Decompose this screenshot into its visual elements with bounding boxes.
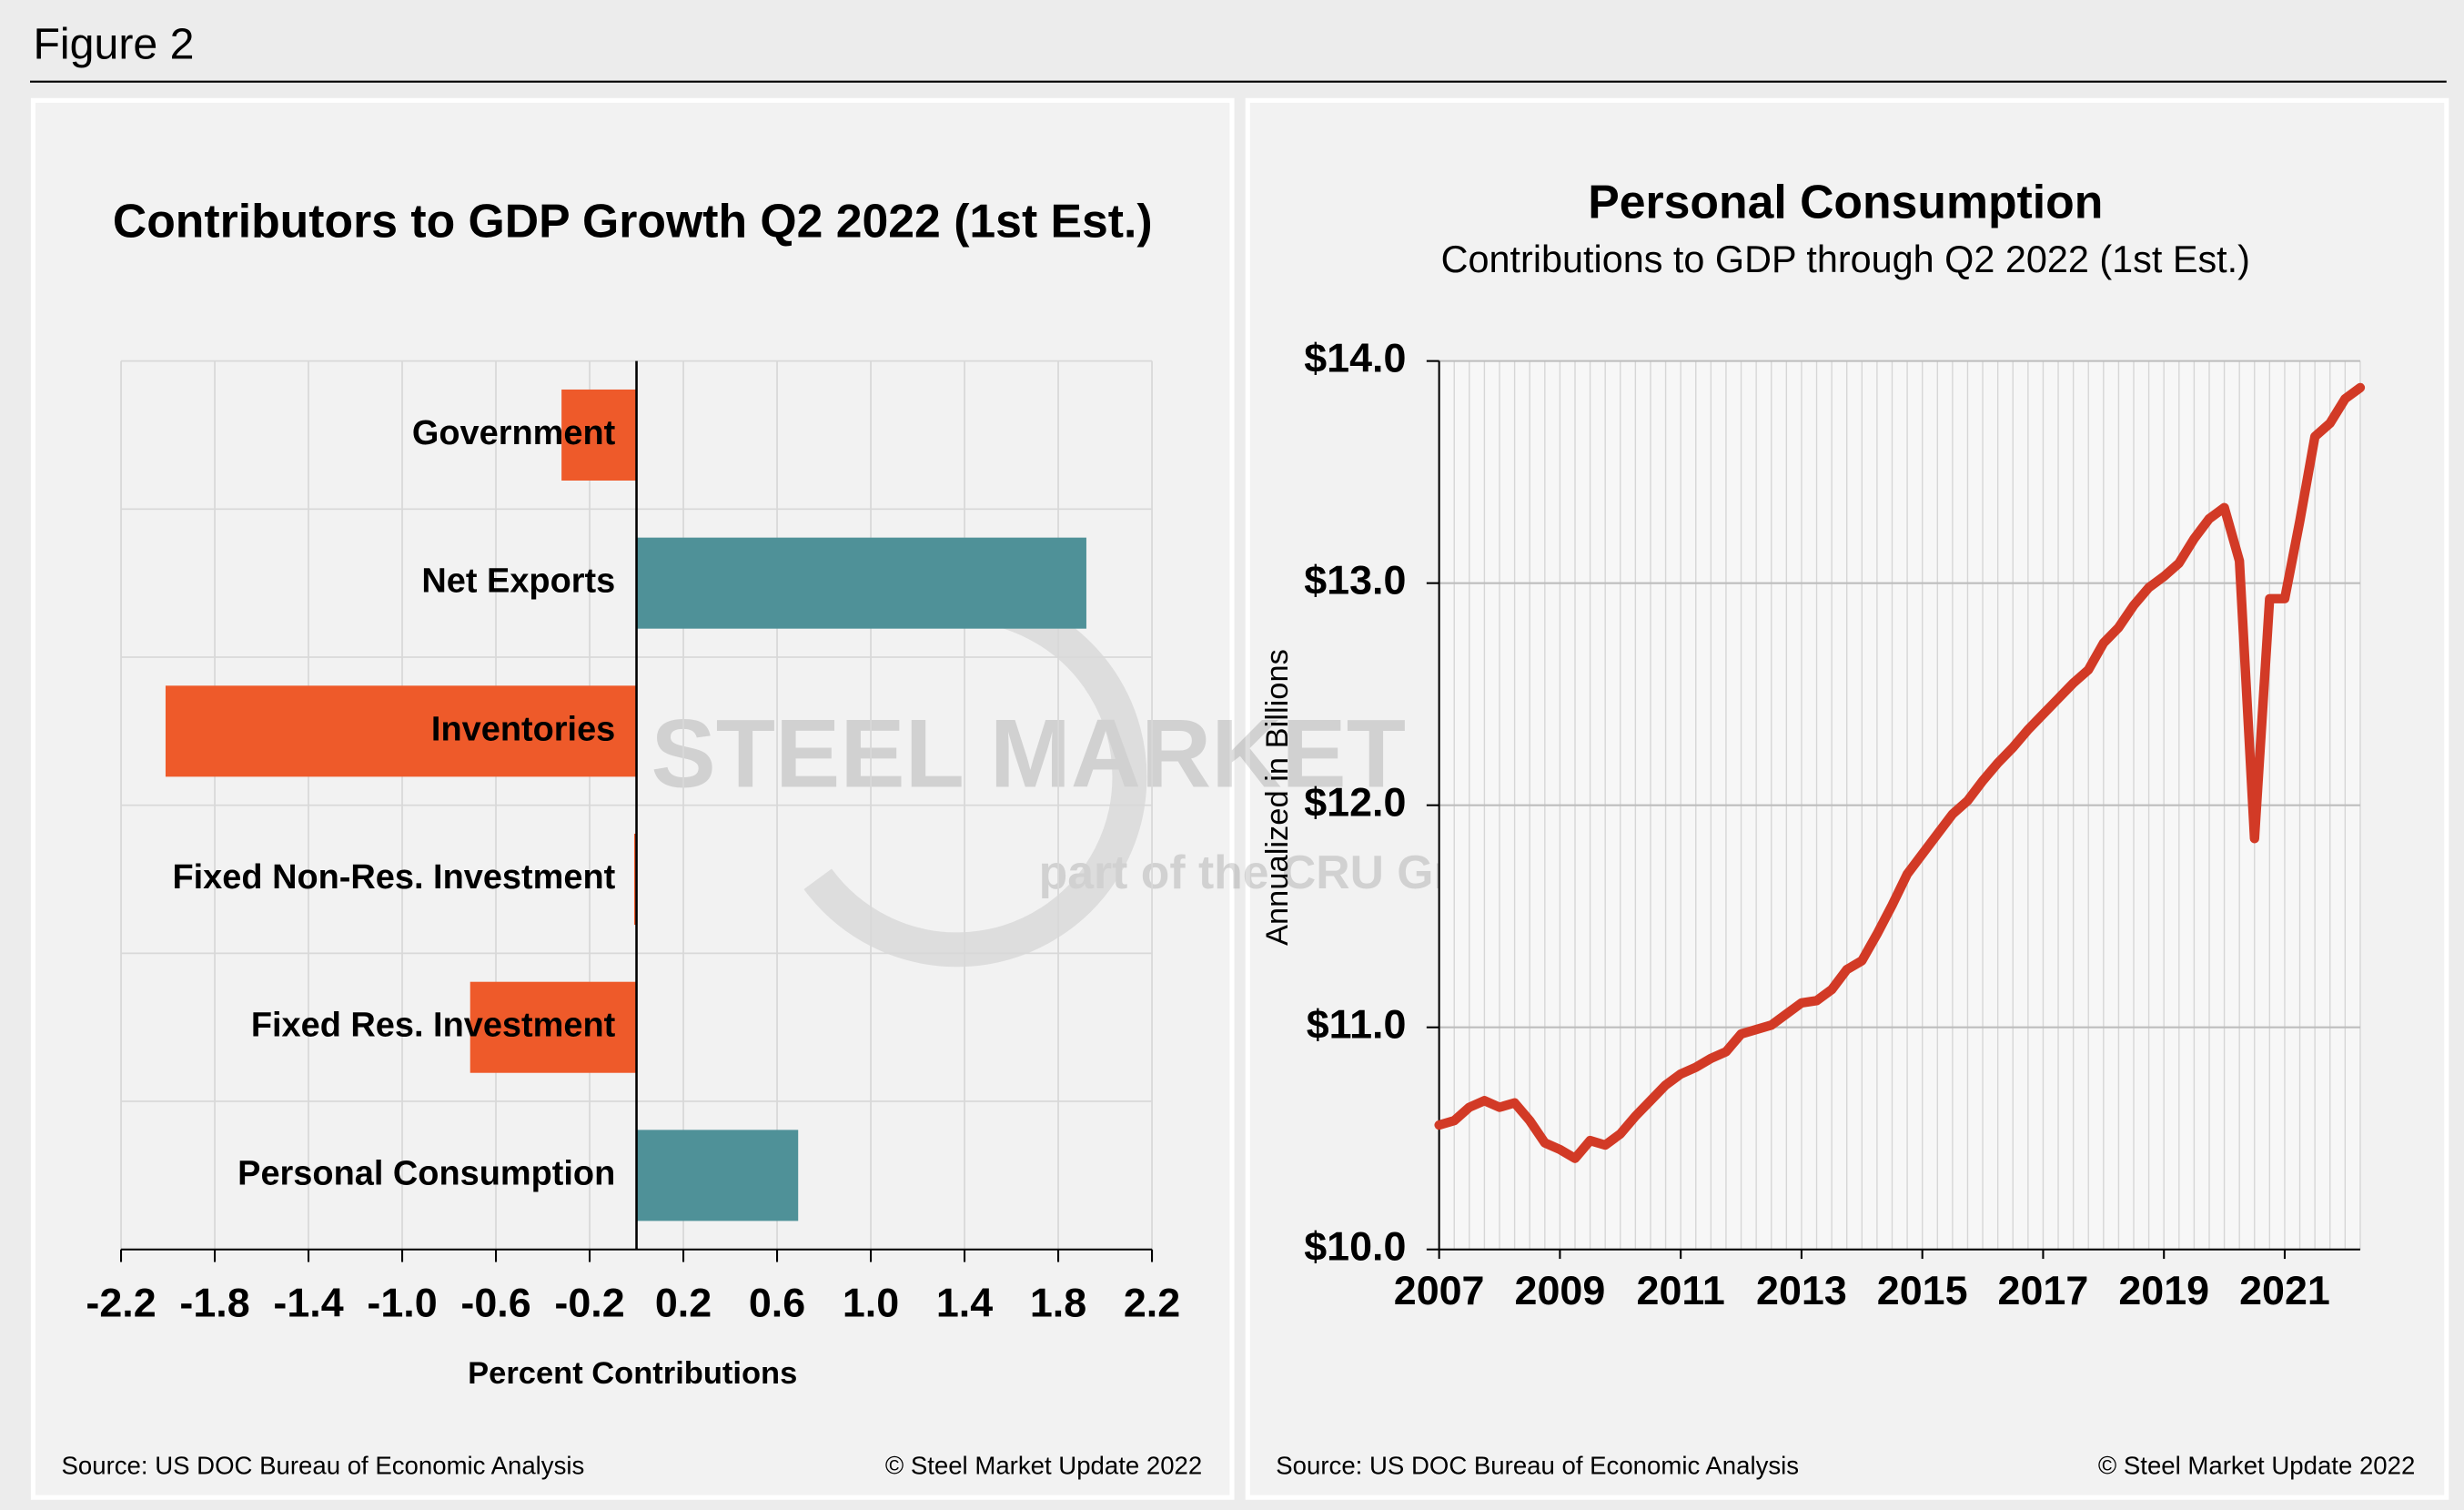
chart-title: Personal Consumption bbox=[1588, 176, 2103, 228]
source: Source: US DOC Bureau of Economic Analys… bbox=[1276, 1452, 1799, 1480]
category-label: Net Exports bbox=[421, 562, 615, 601]
line-series bbox=[1434, 382, 2366, 1163]
y-tick-label: $10.0 bbox=[1304, 1223, 1406, 1270]
bar bbox=[636, 537, 1086, 629]
category-label: Inventories bbox=[431, 710, 615, 748]
x-tick-label: 2011 bbox=[1637, 1267, 1725, 1313]
x-axis-label: Percent Contributions bbox=[468, 1356, 797, 1391]
chart-title: Contributors to GDP Growth Q2 2022 (1st … bbox=[113, 194, 1153, 247]
x-tick-label: 2017 bbox=[1998, 1267, 2089, 1313]
copyright: © Steel Market Update 2022 bbox=[2098, 1452, 2415, 1480]
category-label: Fixed Non-Res. Investment bbox=[172, 858, 615, 897]
x-tick-label: -0.6 bbox=[460, 1280, 530, 1326]
x-tick-label: 2015 bbox=[1877, 1267, 1968, 1313]
x-tick-label: -1.0 bbox=[367, 1280, 437, 1326]
copyright: © Steel Market Update 2022 bbox=[885, 1452, 1202, 1480]
x-tick-label: 1.8 bbox=[1030, 1280, 1086, 1326]
category-label: Fixed Res. Investment bbox=[251, 1007, 616, 1045]
x-tick-label: -1.4 bbox=[273, 1280, 343, 1326]
y-tick-label: $11.0 bbox=[1307, 1001, 1407, 1048]
category-label: Personal Consumption bbox=[237, 1154, 615, 1192]
x-tick-label: 2009 bbox=[1515, 1267, 1606, 1313]
y-tick-label: $12.0 bbox=[1304, 779, 1406, 826]
y-tick-label: $13.0 bbox=[1304, 557, 1406, 603]
chart-right: Personal Consumption Contributions to GD… bbox=[1260, 176, 2415, 1480]
x-tick-label: 2.2 bbox=[1124, 1280, 1180, 1326]
chart-subtitle: Contributions to GDP through Q2 2022 (1s… bbox=[1441, 238, 2250, 280]
x-tick-label: 2007 bbox=[1394, 1267, 1485, 1313]
x-tick-label: 2021 bbox=[2239, 1267, 2330, 1313]
x-tick-label: -2.2 bbox=[86, 1280, 156, 1326]
x-tick-label: 2013 bbox=[1756, 1267, 1847, 1313]
bar bbox=[636, 1130, 799, 1221]
chart-left: Contributors to GDP Growth Q2 2022 (1st … bbox=[61, 194, 1202, 1479]
x-tick-label: 1.0 bbox=[843, 1280, 899, 1326]
source: Source: US DOC Bureau of Economic Analys… bbox=[61, 1452, 584, 1480]
category-label: Government bbox=[412, 414, 616, 452]
y-axis-label: Annualized in Billions bbox=[1260, 649, 1295, 946]
x-tick-label: 0.2 bbox=[655, 1280, 712, 1326]
x-tick-label: 1.4 bbox=[936, 1280, 993, 1326]
left-panel bbox=[30, 97, 1235, 1500]
x-tick-label: -1.8 bbox=[179, 1280, 249, 1326]
bar bbox=[561, 389, 637, 481]
watermark-arc bbox=[803, 586, 1147, 968]
x-tick-label: 0.6 bbox=[749, 1280, 805, 1326]
bar bbox=[470, 981, 637, 1073]
x-tick-label: 2019 bbox=[2118, 1267, 2209, 1313]
x-tick-label: -0.2 bbox=[554, 1280, 624, 1326]
y-tick-label: $14.0 bbox=[1304, 334, 1406, 380]
bar bbox=[165, 685, 637, 777]
figure-title: Figure 2 bbox=[33, 19, 194, 68]
